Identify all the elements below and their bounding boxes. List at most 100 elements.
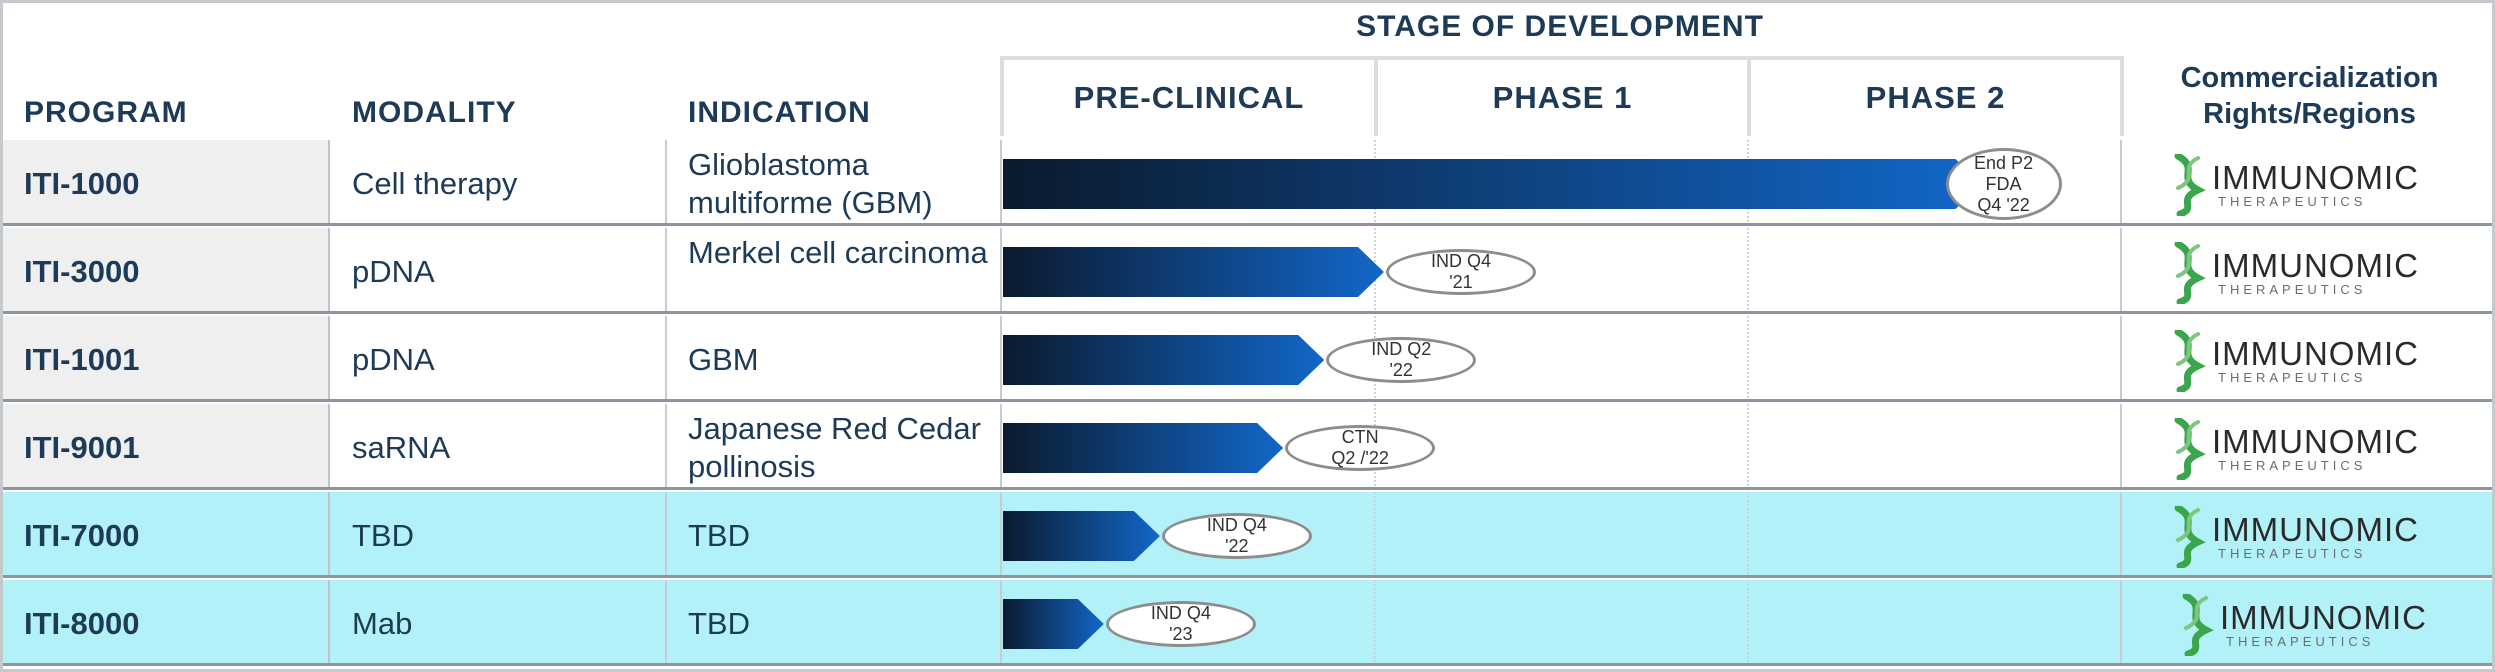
column-divider (665, 404, 667, 490)
dna-helix-icon (2182, 594, 2214, 656)
table-row: ITI-7000 TBD TBD IND Q4 '22 IMMUNOMIC THERAPE… (0, 490, 2495, 578)
column-divider (1747, 580, 1749, 666)
column-divider (1000, 492, 1002, 578)
column-divider (1374, 492, 1376, 578)
modality-column-header: MODALITY (352, 96, 517, 129)
program-name: ITI-8000 (24, 606, 140, 641)
indication-value: Japanese Red Cedar pollinosis (688, 411, 981, 484)
milestone-label: IND Q4 '23 (1105, 601, 1256, 647)
program-cell (0, 492, 330, 578)
stage-header-preclinical: PRE-CLINICAL (1000, 56, 1374, 136)
progress-arrow (1003, 599, 1104, 649)
progress-arrow (1003, 511, 1160, 561)
program-column-header: PROGRAM (24, 96, 188, 129)
partner-logo: IMMUNOMIC THERAPEUTICS (2170, 330, 2419, 392)
commercialization-header-line1: Commercialization (2180, 61, 2439, 94)
modality-value: pDNA (352, 254, 435, 289)
column-divider (1747, 404, 1749, 490)
partner-subtitle: THERAPEUTICS (2218, 282, 2367, 297)
dna-helix-icon (2174, 418, 2206, 480)
program-cell (0, 580, 330, 666)
column-divider (2120, 492, 2122, 578)
milestone-label: IND Q2 '22 (1326, 337, 1477, 383)
progress-bar (1003, 599, 1104, 649)
partner-name: IMMUNOMIC (2212, 247, 2419, 284)
modality-value: pDNA (352, 342, 435, 377)
column-divider (1747, 316, 1749, 402)
program-cell (0, 140, 330, 226)
column-divider (665, 316, 667, 402)
partner-subtitle: THERAPEUTICS (2218, 370, 2367, 385)
row-divider (0, 663, 2495, 666)
column-divider (665, 580, 667, 666)
column-divider (1747, 492, 1749, 578)
column-divider (1374, 580, 1376, 666)
indication-value: TBD (688, 518, 750, 553)
modality-value: saRNA (352, 430, 451, 465)
column-divider (2120, 140, 2122, 226)
partner-name: IMMUNOMIC (2212, 159, 2419, 196)
modality-value: TBD (352, 518, 414, 553)
column-divider (2120, 580, 2122, 666)
commercialization-header-line2: Rights/Regions (2203, 98, 2416, 130)
column-divider (2120, 404, 2122, 490)
dna-helix-icon (2174, 154, 2206, 216)
row-divider (0, 575, 2495, 578)
progress-bar (1003, 335, 1325, 385)
partner-name: IMMUNOMIC (2212, 511, 2419, 548)
indication-column-header: INDICATION (688, 96, 871, 129)
column-divider (2120, 228, 2122, 314)
column-divider (1000, 140, 1002, 226)
column-divider (1000, 316, 1002, 402)
row-divider (0, 399, 2495, 402)
dna-helix-icon (2174, 242, 2206, 304)
program-cell (0, 228, 330, 314)
table-row: ITI-1000 Cell therapy Glioblastoma multifo… (0, 138, 2495, 226)
progress-bar (1003, 247, 1384, 297)
program-name: ITI-9001 (24, 430, 140, 465)
milestone-label: IND Q4 '21 (1385, 249, 1536, 295)
column-divider (665, 228, 667, 314)
partner-subtitle: THERAPEUTICS (2218, 194, 2367, 209)
program-name: ITI-3000 (24, 254, 140, 289)
column-divider (1000, 228, 1002, 314)
program-name: ITI-1001 (24, 342, 140, 377)
indication-value: TBD (688, 606, 750, 641)
column-divider (2120, 316, 2122, 402)
commercialization-header: Commercialization Rights/Regions (2120, 56, 2495, 136)
program-name: ITI-7000 (24, 518, 140, 553)
modality-value: Cell therapy (352, 166, 518, 201)
progress-arrow (1003, 247, 1384, 297)
row-divider (0, 223, 2495, 226)
modality-value: Mab (352, 606, 413, 641)
partner-logo: IMMUNOMIC THERAPEUTICS (2170, 242, 2419, 304)
table-row: ITI-3000 pDNA Merkel cell carcinoma IND Q4 … (0, 226, 2495, 314)
row-divider (0, 487, 2495, 490)
progress-arrow (1003, 335, 1325, 385)
indication-value: Merkel cell carcinoma (688, 235, 988, 270)
progress-arrow (1003, 423, 1284, 473)
stage-header-phase1: PHASE 1 (1374, 56, 1747, 136)
milestone-label: End P2 FDA Q4 '22 (1945, 148, 2062, 220)
partner-subtitle: THERAPEUTICS (2218, 458, 2367, 473)
partner-subtitle: THERAPEUTICS (2226, 634, 2375, 649)
partner-logo: IMMUNOMIC THERAPEUTICS (2170, 418, 2419, 480)
milestone-label: IND Q4 '22 (1161, 513, 1312, 559)
row-divider (0, 311, 2495, 314)
partner-subtitle: THERAPEUTICS (2218, 546, 2367, 561)
progress-bar (1003, 511, 1160, 561)
progress-bar (1003, 423, 1284, 473)
column-divider (1747, 228, 1749, 314)
partner-logo: IMMUNOMIC THERAPEUTICS (2170, 154, 2419, 216)
table-row: ITI-9001 saRNA Japanese Red Cedar pollinos… (0, 402, 2495, 490)
column-divider (665, 492, 667, 578)
indication-value: Glioblastoma multiforme (GBM) (688, 147, 933, 220)
indication-value: GBM (688, 342, 759, 377)
column-divider (665, 140, 667, 226)
milestone-label: CTN Q2 /'22 (1285, 425, 1436, 471)
progress-arrow (1003, 159, 1982, 209)
column-divider (1000, 404, 1002, 490)
program-name: ITI-1000 (24, 166, 140, 201)
table-row: ITI-1001 pDNA GBM IND Q2 '22 IMMUNOMIC THERAP… (0, 314, 2495, 402)
